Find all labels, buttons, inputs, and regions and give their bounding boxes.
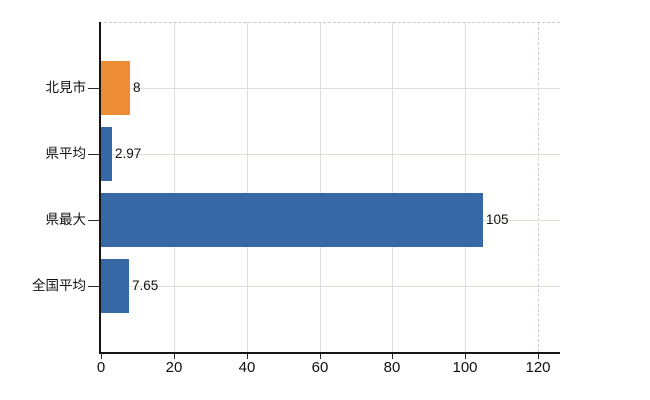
x-tick-label-0: 0 xyxy=(96,359,106,376)
x-tick-label-20: 20 xyxy=(165,359,183,376)
x-axis-line xyxy=(99,352,560,354)
x-tick-mark-80 xyxy=(392,354,393,359)
row-gridline-3 xyxy=(101,286,560,287)
x-gridline-120 xyxy=(538,22,539,352)
category-tick-mark-2 xyxy=(88,220,99,221)
x-tick-label-80: 80 xyxy=(383,359,401,376)
x-tick-mark-60 xyxy=(320,354,321,359)
category-label-2: 県最大 xyxy=(45,212,87,227)
x-tick-mark-100 xyxy=(465,354,466,359)
category-tick-mark-0 xyxy=(88,88,99,89)
x-gridline-100 xyxy=(465,22,466,352)
x-tick-label-100: 100 xyxy=(452,359,478,376)
bar-1 xyxy=(101,127,112,181)
bar-0 xyxy=(101,61,130,115)
category-label-3: 全国平均 xyxy=(32,278,86,293)
value-label-2: 105 xyxy=(486,212,509,227)
x-gridline-40 xyxy=(247,22,248,352)
category-label-0: 北見市 xyxy=(45,80,87,95)
bar-3 xyxy=(101,259,129,313)
x-tick-mark-20 xyxy=(174,354,175,359)
plot-area-top-border xyxy=(99,22,560,23)
row-gridline-1 xyxy=(101,154,560,155)
x-tick-label-60: 60 xyxy=(311,359,329,376)
y-axis-line xyxy=(99,22,101,352)
row-gridline-0 xyxy=(101,88,560,89)
value-label-1: 2.97 xyxy=(115,146,142,161)
x-gridline-80 xyxy=(392,22,393,352)
x-gridline-20 xyxy=(174,22,175,352)
x-tick-mark-40 xyxy=(247,354,248,359)
x-tick-mark-120 xyxy=(538,354,539,359)
x-tick-mark-0 xyxy=(101,354,102,359)
category-tick-mark-1 xyxy=(88,154,99,155)
x-tick-label-120: 120 xyxy=(525,359,551,376)
x-tick-label-40: 40 xyxy=(238,359,256,376)
category-tick-mark-3 xyxy=(88,286,99,287)
category-label-1: 県平均 xyxy=(45,146,87,161)
bar-2 xyxy=(101,193,483,247)
x-gridline-60 xyxy=(320,22,321,352)
value-label-0: 8 xyxy=(133,80,141,95)
value-label-3: 7.65 xyxy=(132,278,159,293)
